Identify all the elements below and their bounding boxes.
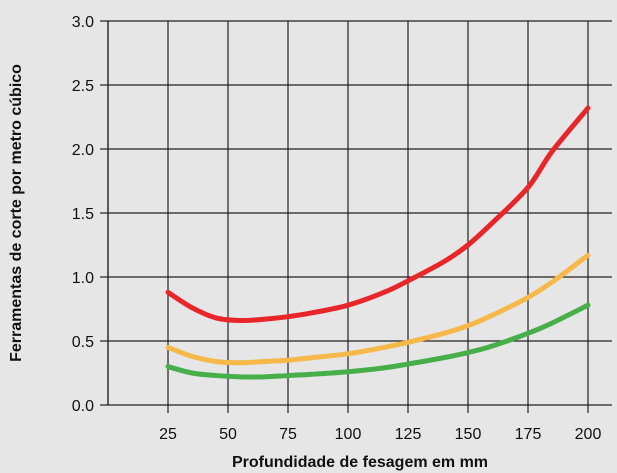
x-tick-label: 125 xyxy=(395,426,422,443)
axes xyxy=(100,20,589,413)
y-tick-label: 3.0 xyxy=(72,14,94,31)
x-tick-label: 75 xyxy=(279,426,297,443)
grid xyxy=(108,20,612,406)
x-tick-label: 50 xyxy=(219,426,237,443)
y-tick-label: 0.5 xyxy=(72,334,94,351)
series-line-green xyxy=(165,302,591,380)
series-line-red xyxy=(165,105,591,324)
y-tick-label: 0.0 xyxy=(72,398,94,415)
y-tick-label: 1.0 xyxy=(72,270,94,287)
y-tick-label: 2.5 xyxy=(72,78,94,95)
y-tick-labels: 0.0 0.5 1.0 1.5 2.0 2.5 3.0 xyxy=(72,14,94,415)
y-axis-title: Ferramentas de corte por metro cúbico xyxy=(8,64,25,362)
x-tick-label: 100 xyxy=(335,426,362,443)
x-tick-label: 25 xyxy=(159,426,177,443)
x-tick-label: 150 xyxy=(455,426,482,443)
x-axis-title: Profundidade de fesagem em mm xyxy=(232,454,488,471)
x-tick-label: 200 xyxy=(575,426,602,443)
y-tick-label: 2.0 xyxy=(72,142,94,159)
y-tick-label: 1.5 xyxy=(72,206,94,223)
x-tick-label: 175 xyxy=(515,426,542,443)
x-tick-labels: 25 50 75 100 125 150 175 200 xyxy=(159,426,601,443)
series-line-orange xyxy=(165,252,591,366)
series-lines xyxy=(165,105,591,380)
